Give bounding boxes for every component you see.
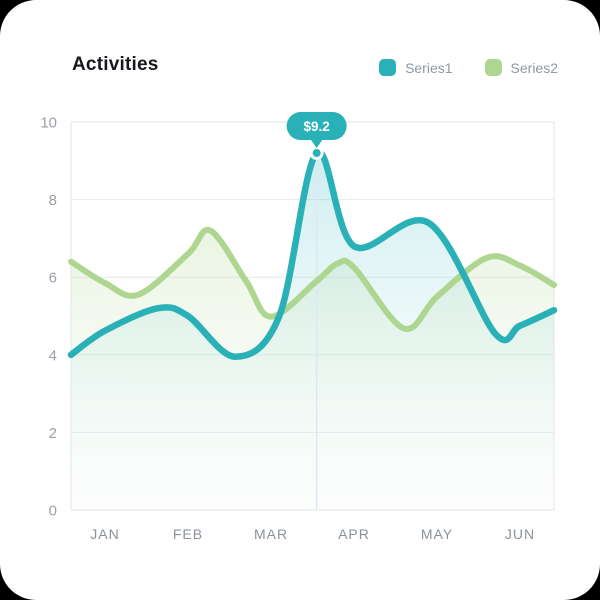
- tooltip-value: $9.2: [304, 119, 330, 134]
- series2-swatch: [484, 59, 502, 76]
- series1-label: Series1: [405, 59, 453, 76]
- y-axis-tick-label: 4: [49, 347, 57, 364]
- legend-item-series1[interactable]: Series1: [379, 59, 453, 76]
- series2-line: [68, 226, 557, 332]
- y-axis-tick-label: 0: [49, 503, 57, 520]
- x-axis-tick-label: MAY: [421, 526, 453, 542]
- x-axis-tick-label: FEB: [173, 526, 203, 542]
- tooltip-bubble: [286, 112, 347, 141]
- y-axis-tick-label: 8: [49, 192, 57, 209]
- series1-swatch: [379, 59, 397, 76]
- x-axis-tick-label: JAN: [90, 526, 119, 542]
- series1-line: [67, 148, 558, 360]
- series1-area: [71, 152, 554, 510]
- tooltip: $9.2: [286, 112, 347, 149]
- y-axis-tick-label: 2: [49, 425, 57, 442]
- y-axis-tick-label: 6: [49, 270, 57, 287]
- page-title: Activities: [72, 54, 159, 75]
- legend-item-series2[interactable]: Series2: [484, 59, 558, 76]
- y-axis-tick-label: 10: [40, 115, 57, 132]
- x-axis-tick-label: MAR: [254, 526, 288, 542]
- x-axis-tick-label: APR: [338, 526, 370, 542]
- x-axis-tick-label: JUN: [505, 526, 535, 542]
- tooltip-pointer: [309, 138, 324, 149]
- highlight-marker: [309, 146, 324, 160]
- legend: Series1 Series2: [379, 59, 558, 76]
- series2-label: Series2: [510, 59, 558, 76]
